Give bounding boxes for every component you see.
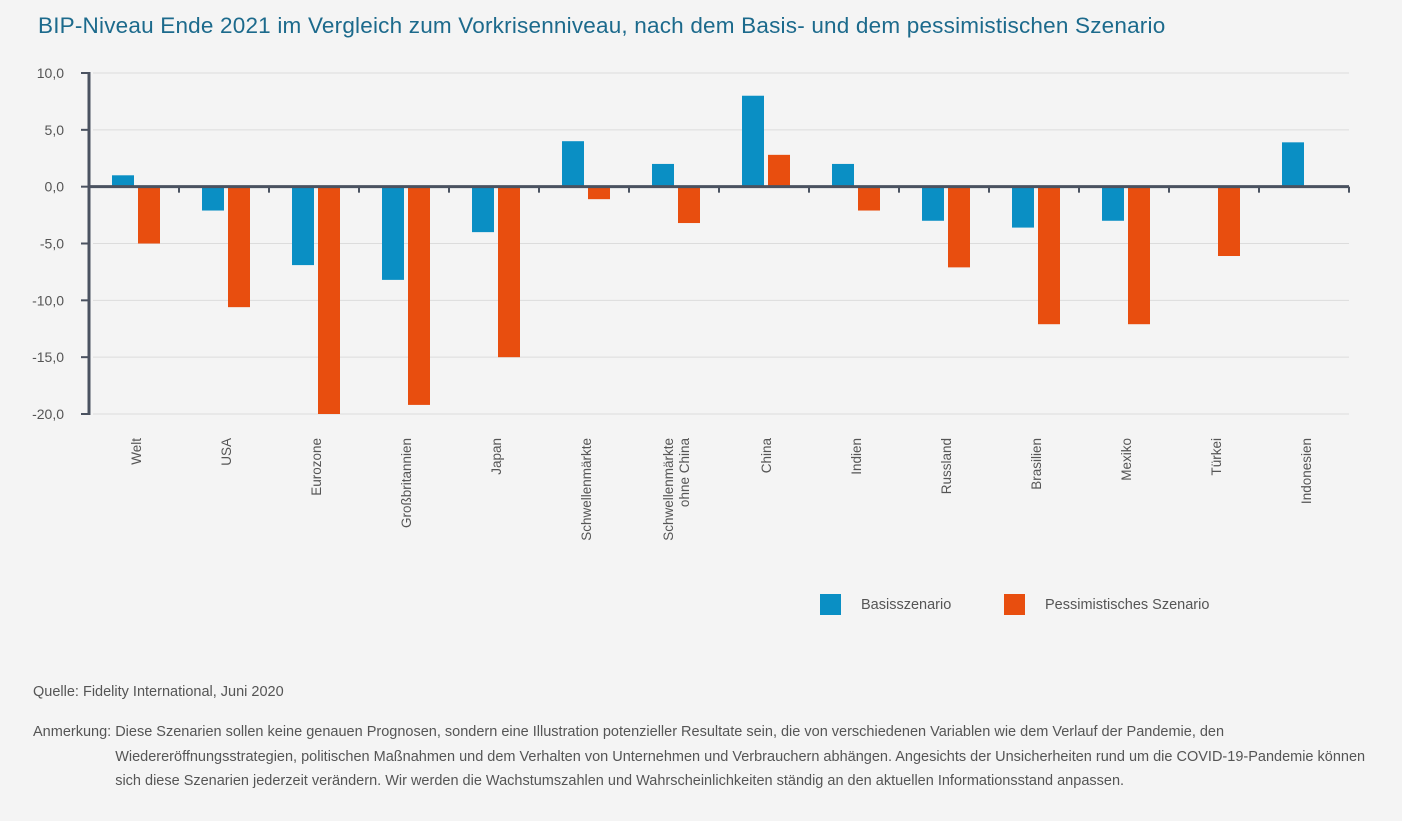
bar-pessimistic-10 [1038, 186, 1060, 325]
bar-pessimistic-7 [768, 154, 790, 187]
bar-basis-6 [652, 163, 674, 187]
x-tick-label: Eurozone [309, 438, 324, 496]
y-tick-label: -5,0 [40, 236, 64, 252]
legend-label-pessimistic: Pessimistisches Szenario [1045, 596, 1210, 613]
bar-pessimistic-3 [408, 186, 430, 405]
bar-pessimistic-0 [138, 186, 160, 244]
bar-basis-1 [202, 186, 224, 211]
x-tick-label: Mexiko [1119, 438, 1134, 481]
annotation-label: Anmerkung: [33, 724, 112, 740]
bar-pessimistic-1 [228, 186, 250, 308]
bars [112, 95, 1304, 414]
bar-basis-11 [1102, 186, 1124, 221]
x-tick-label-line: Japan [489, 438, 504, 475]
bar-basis-4 [472, 186, 494, 233]
chart-title: BIP-Niveau Ende 2021 im Vergleich zum Vo… [38, 13, 1166, 38]
annotation-text: Diese Szenarien sollen keine genauen Pro… [115, 724, 1366, 789]
bar-basis-0 [112, 175, 134, 187]
bar-pessimistic-6 [678, 186, 700, 224]
y-tick-label: 5,0 [45, 122, 65, 138]
bar-basis-3 [382, 186, 404, 280]
x-tick-label-line: Indonesien [1299, 438, 1314, 504]
legend-swatch-basis [820, 594, 841, 615]
y-tick-label: -20,0 [32, 406, 64, 422]
x-tick-label-line: Welt [129, 438, 144, 465]
y-tick-label: -15,0 [32, 349, 64, 365]
bar-pessimistic-2 [318, 186, 340, 414]
x-tick-label: Schwellenmärkte [579, 438, 594, 541]
bar-basis-5 [562, 141, 584, 187]
x-tick-label: Indonesien [1299, 438, 1314, 504]
bar-pessimistic-5 [588, 186, 610, 200]
x-tick-label: China [759, 438, 774, 474]
x-tick-label: Japan [489, 438, 504, 475]
y-axis-ticks: 10,0 5,0 0,0 -5,0 -10,0 -15,0 -20,0 [32, 65, 89, 422]
x-tick-label: Welt [129, 438, 144, 465]
legend-label-basis: Basisszenario [861, 596, 952, 613]
x-tick-label: Großbritannien [399, 438, 414, 528]
legend-item-pessimistic: Pessimistisches Szenario [1004, 594, 1209, 615]
x-tick-label-line: Brasilien [1029, 438, 1044, 490]
x-tick-label: Brasilien [1029, 438, 1044, 490]
x-tick-label: Türkei [1209, 438, 1224, 476]
x-tick-label-line: Russland [939, 438, 954, 494]
bar-pessimistic-12 [1218, 186, 1240, 257]
bar-pessimistic-11 [1128, 186, 1150, 325]
bar-basis-7 [742, 95, 764, 187]
bar-basis-9 [922, 186, 944, 221]
bar-basis-13 [1282, 142, 1304, 187]
x-tick-label-line: China [759, 438, 774, 474]
x-tick-label-line: Mexiko [1119, 438, 1134, 481]
annotation-note: Anmerkung: Diese Szenarien sollen keine … [33, 720, 1373, 794]
x-tick-label-line: Schwellenmärkte [661, 438, 676, 541]
x-tick-label-line: Eurozone [309, 438, 324, 496]
x-tick-label-line: ohne China [677, 438, 692, 508]
bar-basis-10 [1012, 186, 1034, 228]
legend-swatch-pessimistic [1004, 594, 1025, 615]
x-tick-label-line: Großbritannien [399, 438, 414, 528]
x-axis-labels: Welt USA Eurozone Großbritannien Japan Schwel… [129, 438, 1314, 541]
bar-pessimistic-4 [498, 186, 520, 358]
y-tick-label: 0,0 [45, 179, 65, 195]
bar-chart: 10,0 5,0 0,0 -5,0 -10,0 -15,0 -20,0 Welt USA Eur… [32, 65, 1350, 541]
y-tick-label: 10,0 [37, 65, 64, 81]
legend-item-basis: Basisszenario [820, 594, 951, 615]
y-tick-label: -10,0 [32, 292, 64, 308]
bar-pessimistic-8 [858, 186, 880, 211]
x-tick-label-line: Schwellenmärkte [579, 438, 594, 541]
x-tick-label-line: USA [219, 438, 234, 466]
bar-basis-2 [292, 186, 314, 266]
bar-basis-8 [832, 163, 854, 187]
x-tick-label: Schwellenmärkte ohne China [661, 438, 692, 541]
source-note: Quelle: Fidelity International, Juni 202… [33, 684, 284, 700]
gridlines [93, 72, 1349, 415]
x-tick-label: Indien [849, 438, 864, 475]
x-tick-label: Russland [939, 438, 954, 494]
x-tick-label-line: Indien [849, 438, 864, 475]
bar-pessimistic-9 [948, 186, 970, 268]
x-tick-label-line: Türkei [1209, 438, 1224, 476]
x-tick-label: USA [219, 438, 234, 466]
